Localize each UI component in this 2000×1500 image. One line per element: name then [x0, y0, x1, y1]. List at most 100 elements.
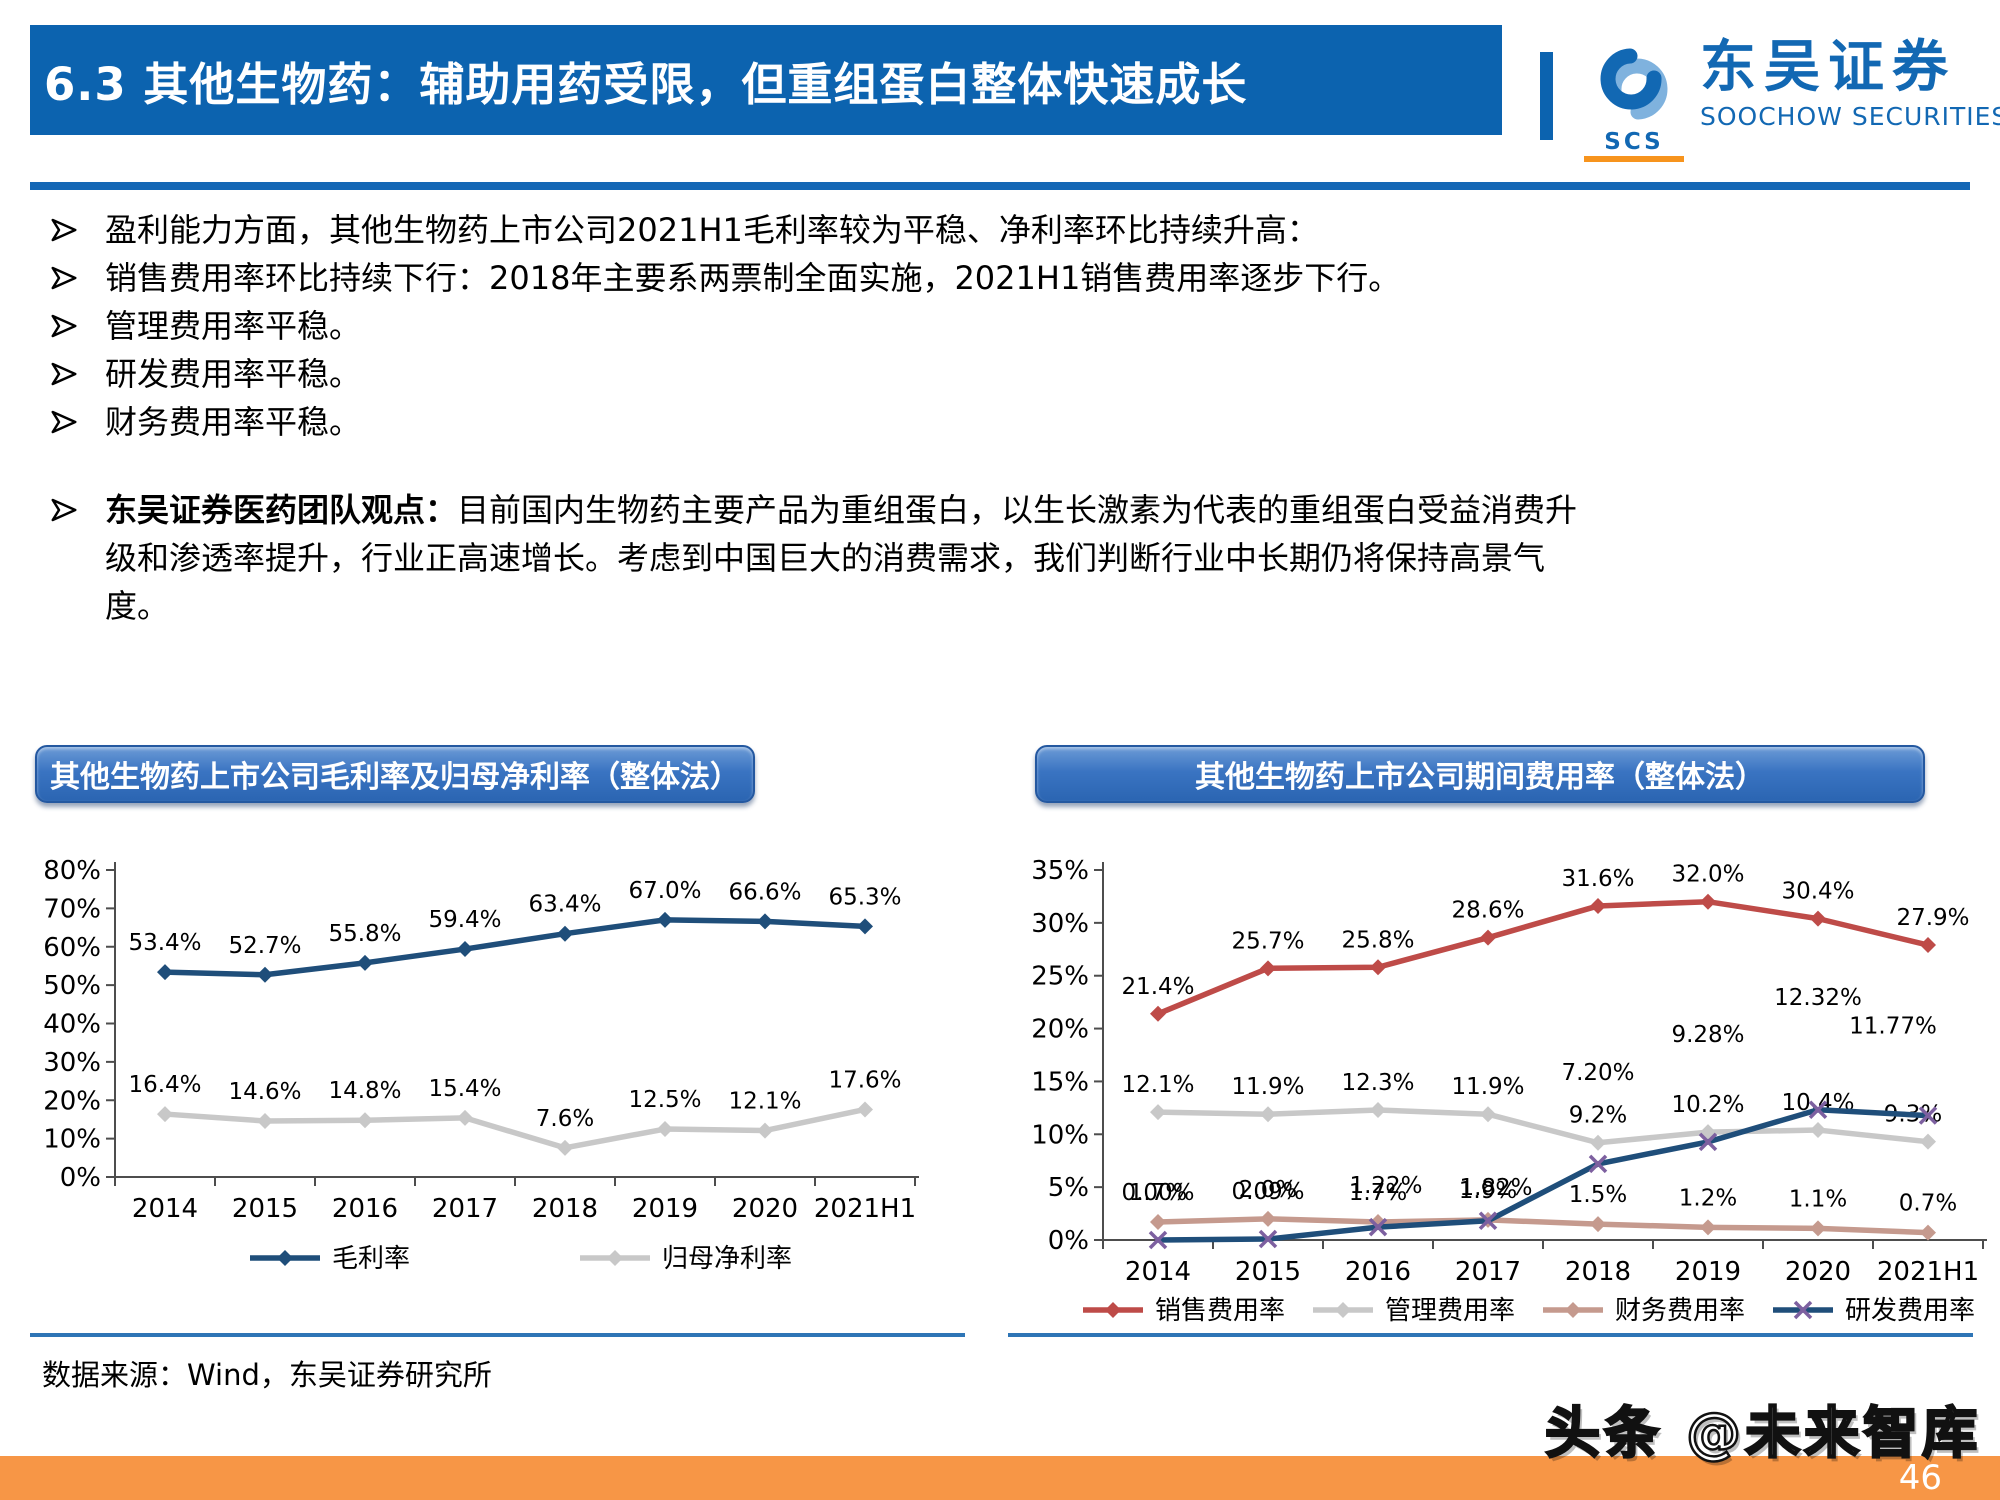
svg-text:11.77%: 11.77%: [1849, 1014, 1937, 1040]
svg-text:11.9%: 11.9%: [1451, 1074, 1524, 1100]
line-chart-expense-ratios: 0% 5% 10% 15% 20% 25% 30% 35% 2014 2015 2016 2017 20…: [1031, 856, 1987, 1326]
logo-underline: [1584, 156, 1684, 162]
svg-text:80%: 80%: [43, 856, 101, 886]
svg-text:65.3%: 65.3%: [828, 884, 901, 910]
svg-text:2021H1: 2021H1: [814, 1194, 916, 1224]
svg-text:2017: 2017: [1455, 1257, 1521, 1287]
bullet-arrow-icon: [51, 498, 77, 522]
logo-name-en: SOOCHOW SECURITIES: [1700, 102, 2000, 131]
svg-text:20%: 20%: [43, 1086, 101, 1116]
svg-text:27.9%: 27.9%: [1896, 905, 1969, 931]
svg-text:0.7%: 0.7%: [1899, 1191, 1957, 1217]
svg-text:12.5%: 12.5%: [628, 1087, 701, 1113]
svg-text:53.4%: 53.4%: [128, 930, 201, 956]
svg-text:28.6%: 28.6%: [1451, 898, 1524, 924]
svg-text:9.28%: 9.28%: [1671, 1022, 1744, 1048]
svg-text:11.9%: 11.9%: [1231, 1074, 1304, 1100]
footer-bar: 46: [0, 1456, 2000, 1500]
bullet-item: 销售费用率环比持续下行：2018年主要系两票制全面实施，2021H1销售费用率逐…: [45, 254, 1975, 302]
svg-text:10.2%: 10.2%: [1671, 1092, 1744, 1118]
svg-text:2016: 2016: [1345, 1257, 1411, 1287]
page-number: 46: [1898, 1458, 1942, 1498]
svg-text:2015: 2015: [232, 1194, 298, 1224]
opinion-lead: 东吴证券医药团队观点：: [105, 491, 458, 529]
svg-text:0.00%: 0.00%: [1121, 1180, 1194, 1206]
bullet-item: 研发费用率平稳。: [45, 350, 1975, 398]
svg-text:研发费用率: 研发费用率: [1845, 1296, 1975, 1326]
bullet-item: 财务费用率平稳。: [45, 398, 1975, 446]
svg-text:1.82%: 1.82%: [1459, 1175, 1532, 1201]
bullet-arrow-icon: [51, 266, 77, 290]
logo-scs-text: SCS: [1604, 129, 1664, 155]
svg-text:30.4%: 30.4%: [1781, 879, 1854, 905]
svg-text:60%: 60%: [43, 933, 101, 963]
svg-text:25%: 25%: [1031, 962, 1089, 992]
chart-rule-left: [30, 1333, 965, 1337]
page-title: 6.3 其他生物药：辅助用药受限，但重组蛋白整体快速成长: [44, 57, 1248, 111]
bullet-item: 盈利能力方面，其他生物药上市公司2021H1毛利率较为平稳、净利率环比持续升高：: [45, 206, 1975, 254]
bullet-arrow-icon: [51, 218, 77, 242]
svg-text:1.5%: 1.5%: [1569, 1182, 1627, 1208]
header-bar: 6.3 其他生物药：辅助用药受限，但重组蛋白整体快速成长: [30, 25, 1502, 135]
svg-text:1.1%: 1.1%: [1789, 1186, 1847, 1212]
svg-text:21.4%: 21.4%: [1121, 974, 1194, 1000]
svg-text:1.9%: 1.9%: [1459, 1178, 1517, 1204]
chart-title-margins: 其他生物药上市公司毛利率及归母净利率（整体法）: [35, 745, 755, 803]
bullet-arrow-icon: [51, 314, 77, 338]
svg-text:毛利率: 毛利率: [332, 1244, 410, 1274]
svg-text:财务费用率: 财务费用率: [1615, 1296, 1745, 1326]
svg-text:16.4%: 16.4%: [128, 1072, 201, 1098]
svg-text:2.0%: 2.0%: [1239, 1177, 1297, 1203]
svg-text:2016: 2016: [332, 1194, 398, 1224]
bullet-arrow-icon: [51, 410, 77, 434]
svg-text:55.8%: 55.8%: [328, 921, 401, 947]
bullet-text: 财务费用率平稳。: [105, 403, 362, 441]
svg-text:10%: 10%: [1031, 1120, 1089, 1150]
svg-text:0.09%: 0.09%: [1231, 1179, 1304, 1205]
svg-text:7.20%: 7.20%: [1561, 1060, 1634, 1086]
svg-text:70%: 70%: [43, 894, 101, 924]
chart-title-expense-ratios: 其他生物药上市公司期间费用率（整体法）: [1035, 745, 1925, 803]
svg-text:1.7%: 1.7%: [1349, 1180, 1407, 1206]
svg-text:9.2%: 9.2%: [1569, 1103, 1627, 1129]
svg-text:30%: 30%: [43, 1048, 101, 1078]
svg-text:2020: 2020: [1785, 1257, 1851, 1287]
bullet-list: 盈利能力方面，其他生物药上市公司2021H1毛利率较为平稳、净利率环比持续升高：…: [45, 206, 1975, 446]
svg-text:1.22%: 1.22%: [1349, 1173, 1422, 1199]
svg-text:2018: 2018: [532, 1194, 598, 1224]
svg-text:67.0%: 67.0%: [628, 878, 701, 904]
svg-text:25.8%: 25.8%: [1341, 927, 1414, 953]
svg-text:7.6%: 7.6%: [536, 1106, 594, 1132]
svg-text:15.4%: 15.4%: [428, 1076, 501, 1102]
soochow-logo: SCS 东吴证券 SOOCHOW SECURITIES: [1582, 38, 2000, 162]
bullet-text: 管理费用率平稳。: [105, 307, 362, 345]
svg-text:12.32%: 12.32%: [1774, 985, 1862, 1011]
svg-text:2014: 2014: [132, 1194, 198, 1224]
svg-text:30%: 30%: [1031, 909, 1089, 939]
svg-text:35%: 35%: [1031, 856, 1089, 886]
svg-text:66.6%: 66.6%: [728, 879, 801, 905]
svg-text:14.8%: 14.8%: [328, 1078, 401, 1104]
line-chart-margins: 0% 10% 20% 30% 40% 50% 60% 70% 80% 2014 2015 2016 20…: [43, 856, 919, 1274]
bullet-text: 盈利能力方面，其他生物药上市公司2021H1毛利率较为平稳、净利率环比持续升高：: [105, 211, 1319, 249]
svg-text:12.1%: 12.1%: [1121, 1072, 1194, 1098]
svg-text:25.7%: 25.7%: [1231, 928, 1304, 954]
opinion-text: 东吴证券医药团队观点：目前国内生物药主要产品为重组蛋白，以生长激素为代表的重组蛋…: [105, 491, 1578, 625]
svg-text:40%: 40%: [43, 1010, 101, 1040]
svg-text:5%: 5%: [1048, 1173, 1089, 1203]
soochow-logo-icon: [1600, 48, 1668, 120]
bullet-item: 管理费用率平稳。: [45, 302, 1975, 350]
svg-text:2020: 2020: [732, 1194, 798, 1224]
svg-text:1.2%: 1.2%: [1679, 1185, 1737, 1211]
svg-text:2019: 2019: [632, 1194, 698, 1224]
svg-text:2019: 2019: [1675, 1257, 1741, 1287]
svg-text:2018: 2018: [1565, 1257, 1631, 1287]
svg-text:14.6%: 14.6%: [228, 1079, 301, 1105]
logo-divider: [1540, 52, 1553, 140]
svg-text:0%: 0%: [60, 1163, 101, 1193]
svg-text:0%: 0%: [1048, 1226, 1089, 1256]
svg-text:59.4%: 59.4%: [428, 907, 501, 933]
bullet-text: 研发费用率平稳。: [105, 355, 362, 393]
svg-text:50%: 50%: [43, 971, 101, 1001]
